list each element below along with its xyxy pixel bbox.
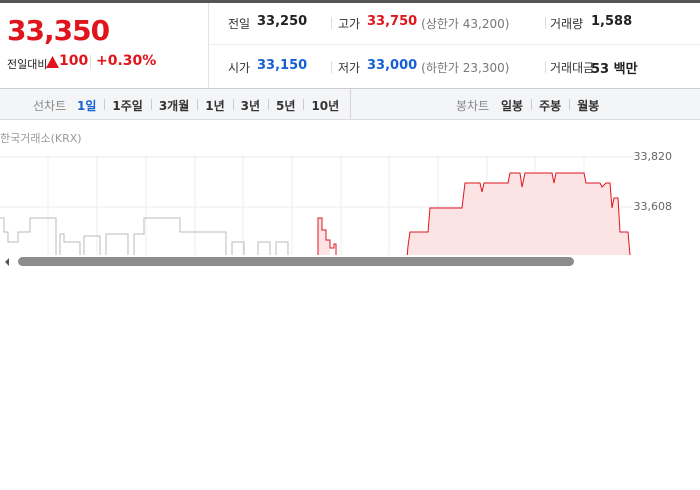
period-tab[interactable]: 1년 — [205, 99, 225, 113]
stat-note: (하한가 23,300) — [421, 61, 510, 75]
stat-value: 53 백만 — [591, 62, 638, 77]
change-label: 전일대비 — [7, 58, 48, 71]
tab-divider — [350, 89, 351, 119]
divider — [0, 88, 700, 89]
stat-value: 33,750 — [367, 14, 418, 29]
y-label: 33,608 — [633, 200, 673, 213]
period-tab[interactable]: 주봉 — [539, 99, 562, 113]
stat-value: 33,250 — [257, 14, 308, 29]
line-chart-label: 선차트 — [33, 99, 67, 113]
period-tab[interactable]: 1주일 — [112, 99, 143, 113]
top-border — [0, 0, 700, 3]
separator — [545, 17, 546, 29]
separator — [545, 61, 546, 73]
period-tab[interactable]: 3년 — [240, 99, 261, 113]
separator — [331, 61, 332, 73]
stat-label: 시가 — [228, 61, 251, 75]
quote-panel — [0, 3, 209, 88]
tab-separator — [104, 99, 106, 110]
stat-label: 저가 — [338, 61, 361, 75]
change-rate: +0.30% — [96, 53, 157, 69]
separator — [331, 17, 332, 29]
up-icon — [46, 56, 59, 68]
tab-separator — [232, 99, 234, 110]
tab-separator — [569, 99, 571, 110]
tab-separator — [150, 99, 152, 110]
candle-chart-label: 봉차트 — [456, 99, 490, 113]
period-tab[interactable]: 월봉 — [577, 99, 600, 113]
stat-label: 거래량 — [550, 17, 584, 31]
tab-separator — [268, 99, 270, 110]
source: 한국거래소(KRX) — [0, 132, 82, 145]
tab-separator — [303, 99, 305, 110]
tab-separator — [531, 99, 533, 110]
row-divider — [210, 44, 700, 45]
stat-value: 33,150 — [257, 58, 308, 73]
stat-label: 고가 — [338, 17, 361, 31]
price: 33,350 — [7, 14, 110, 47]
change: 100 — [59, 53, 89, 69]
period-tab[interactable]: 10년 — [311, 99, 340, 113]
y-label: 33,820 — [633, 150, 673, 163]
stat-label: 전일 — [228, 17, 251, 31]
stat-note: (상한가 43,200) — [421, 17, 510, 31]
tab-separator — [197, 99, 199, 110]
scrollbar-thumb[interactable] — [18, 257, 574, 266]
scroll-left[interactable] — [5, 258, 9, 266]
period-tab[interactable]: 일봉 — [501, 99, 524, 113]
stat-value: 33,000 — [367, 58, 418, 73]
chart-plot — [0, 155, 632, 258]
chart — [0, 155, 700, 270]
stat-label: 거래대금 — [550, 61, 595, 75]
stat-value: 1,588 — [591, 14, 633, 29]
period-tab[interactable]: 1일 — [77, 99, 97, 113]
separator — [90, 55, 91, 69]
period-tab[interactable]: 3개월 — [158, 99, 190, 113]
period-tab[interactable]: 5년 — [276, 99, 296, 113]
